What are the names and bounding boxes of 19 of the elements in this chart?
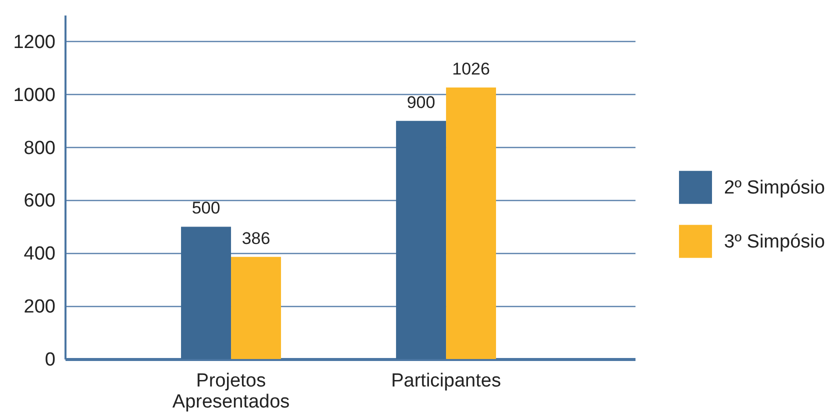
y-tick-label: 1000 [13,84,56,106]
y-tick-label: 600 [24,190,56,212]
y-tick-label: 1200 [13,32,56,53]
legend-label: 2º Simpósio [724,177,825,198]
y-tick-label: 0 [44,350,56,370]
bar [396,120,446,359]
y-tick-label: 200 [24,296,56,318]
data-label: 386 [242,228,270,248]
data-label: 900 [406,92,436,112]
x-tick-label: Projetos Apresentados [172,370,290,412]
y-tick-label: 400 [24,244,56,265]
bar [181,226,232,359]
bar [231,256,282,359]
data-label: 500 [192,198,220,218]
legend-label: 3º Simpósio [724,231,825,252]
x-tick-label: Participantes [391,370,501,392]
bar [446,88,496,359]
data-label: 1026 [452,60,490,79]
y-tick-label: 800 [24,138,56,159]
